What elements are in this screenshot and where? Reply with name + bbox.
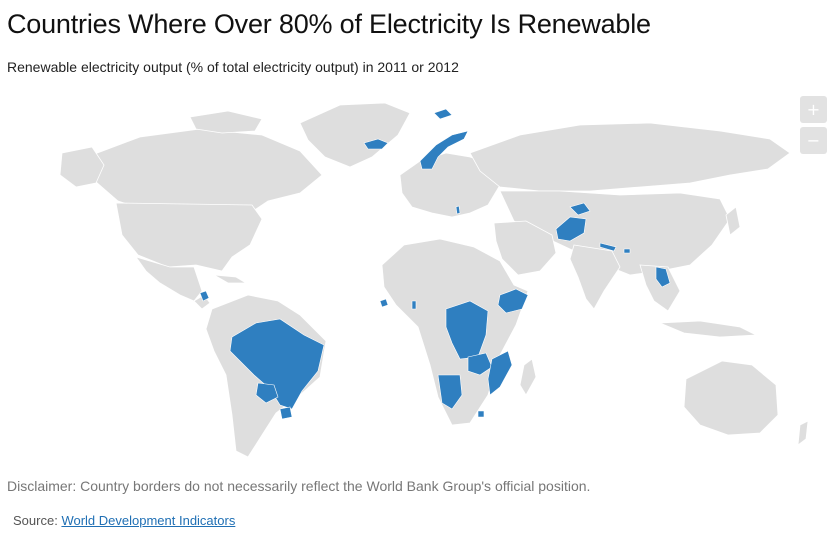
region-madagascar[interactable] [519,358,537,396]
country-paraguay[interactable] [255,382,279,404]
map-title: Countries Where Over 80% of Electricity … [7,9,651,39]
region-southeast-asia[interactable] [639,264,681,312]
country-mozambique[interactable] [487,350,513,396]
country-zambia[interactable] [467,352,493,376]
country-lesotho[interactable] [477,410,485,418]
region-new-zealand[interactable] [797,420,809,446]
region-arctic-islands[interactable] [189,110,263,134]
country-afghanistan[interactable] [555,216,587,242]
country-namibia[interactable] [437,374,463,410]
country-svalbard[interactable] [433,108,453,120]
disclaimer-text: Disclaimer: Country borders do not neces… [7,478,591,494]
region-russia[interactable] [469,122,791,192]
region-caribbean[interactable] [213,274,248,284]
source-line: Source: World Development Indicators [13,513,235,528]
country-uruguay[interactable] [279,406,293,420]
source-prefix: Source: [13,513,58,528]
world-map[interactable] [0,95,836,467]
map-subtitle: Renewable electricity output (% of total… [7,59,459,75]
country-bhutan[interactable] [623,248,631,254]
country-nepal[interactable] [599,242,617,252]
country-albania[interactable] [455,205,461,215]
world-map-svg[interactable] [0,95,836,467]
country-tajikistan[interactable] [569,202,591,216]
region-indonesia[interactable] [659,320,758,338]
country-laos[interactable] [655,266,671,288]
country-ethiopia[interactable] [497,288,529,314]
region-india[interactable] [569,244,621,310]
region-middle-east[interactable] [493,220,557,276]
region-usa[interactable] [115,202,263,272]
country-iceland[interactable] [363,138,389,150]
source-link[interactable]: World Development Indicators [61,513,236,528]
country-costa-rica[interactable] [199,290,210,302]
country-norway[interactable] [419,130,469,170]
region-australia[interactable] [683,360,779,436]
country-sierra-leone[interactable] [379,298,389,308]
region-japan[interactable] [725,206,741,236]
region-canada[interactable] [91,128,323,216]
zoom-in-button[interactable]: + [800,96,827,123]
region-greenland[interactable] [299,102,411,168]
country-brazil[interactable] [229,318,325,410]
country-ghana[interactable] [411,300,417,310]
region-alaska[interactable] [59,146,105,188]
zoom-out-button[interactable]: − [800,127,827,154]
